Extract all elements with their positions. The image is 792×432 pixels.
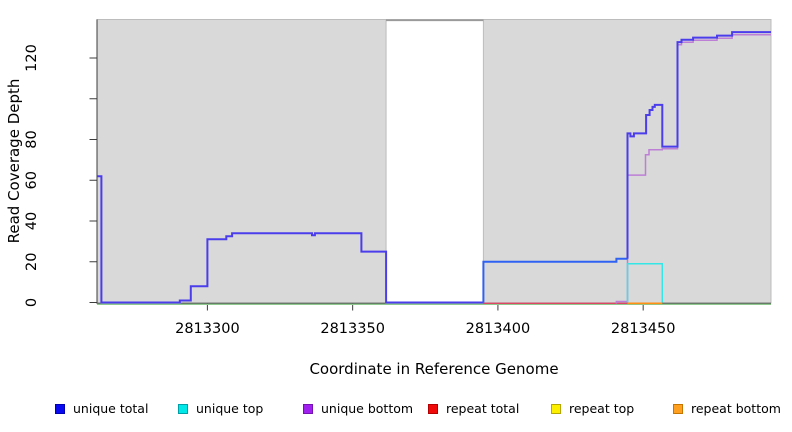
x-tick-label: 2813350: [320, 321, 385, 337]
legend-item-unique-total: unique total: [55, 401, 148, 416]
series-unique-total-right-line: [626, 31, 771, 259]
legend-label: repeat top: [569, 401, 635, 416]
x-tick-label: 2813400: [466, 321, 531, 337]
series-unique-total-mid-line: [482, 257, 628, 303]
series-unique-bottom-line: [615, 34, 771, 304]
legend-label: repeat total: [446, 401, 520, 416]
legend-item-unique-bottom: unique bottom: [303, 401, 413, 416]
x-axis-title: Coordinate in Reference Genome: [309, 360, 559, 378]
legend-item-repeat-bottom: repeat bottom: [673, 401, 781, 416]
legend-swatch-repeat-top-icon: [551, 403, 561, 414]
legend-swatch-unique-top-icon: [178, 403, 188, 414]
legend-label: unique bottom: [321, 401, 414, 416]
legend-swatch-repeat-bottom-icon: [673, 403, 683, 414]
legend-label: unique total: [73, 401, 149, 416]
y-tick-label: 60: [24, 171, 40, 189]
series-unique-top-line: [626, 263, 664, 303]
y-tick-label: 20: [24, 253, 40, 271]
legend-item-repeat-top: repeat top: [551, 401, 634, 416]
legend-swatch-repeat-total-icon: [428, 403, 438, 414]
y-tick-label: 0: [24, 298, 40, 307]
legend-item-repeat-total: repeat total: [428, 401, 519, 416]
legend-swatch-unique-total-icon: [55, 403, 65, 414]
plot-background-band: [96, 19, 387, 304]
legend-label: unique top: [196, 401, 264, 416]
legend-label: repeat bottom: [691, 401, 781, 416]
legend-item-unique-top: unique top: [178, 401, 263, 416]
x-tick-label: 2813300: [175, 321, 240, 337]
series-unique-total-left-line: [97, 175, 484, 304]
y-axis-title: Read Coverage Depth: [5, 78, 23, 244]
x-tick-label: 2813450: [611, 321, 676, 337]
coverage-chart: 0 20 40 60 80 120 2813300 2813350 2813400 2813450: [24, 19, 772, 337]
y-tick-label: 80: [24, 130, 40, 148]
y-tick-label: 120: [24, 44, 40, 72]
y-tick-label: 40: [24, 212, 40, 230]
legend-swatch-unique-bottom-icon: [303, 403, 313, 414]
